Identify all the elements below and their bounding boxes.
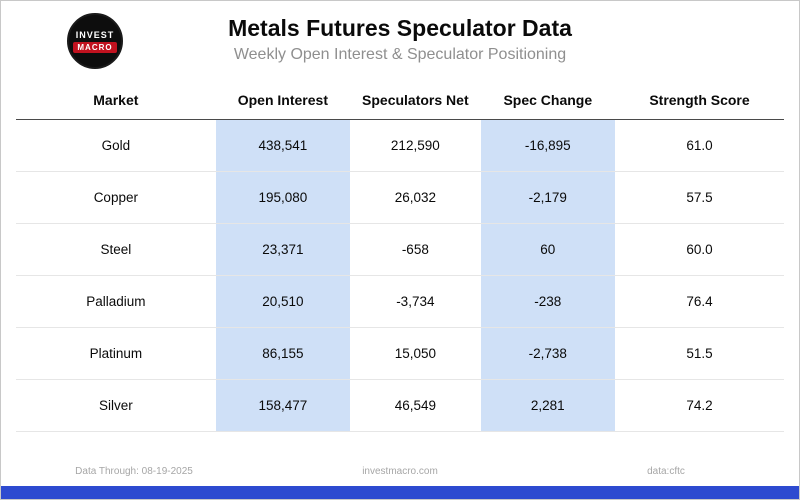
strength-score-cell: 61.0: [615, 119, 784, 172]
spec-change-cell: 2,281: [480, 379, 615, 432]
data-source-label: data:cftc: [647, 466, 685, 477]
table-row: Platinum 86,155 15,050 -2,738 51.5: [16, 327, 784, 380]
site-label: investmacro.com: [362, 466, 438, 477]
strength-score-cell: 57.5: [615, 171, 784, 224]
data-through-label: Data Through: 08-19-2025: [75, 466, 193, 477]
open-interest-cell: 20,510: [215, 275, 351, 328]
open-interest-cell: 195,080: [215, 171, 351, 224]
table-row: Steel 23,371 -658 60 60.0: [16, 223, 784, 276]
speculators-net-cell: -658: [350, 223, 481, 276]
market-cell: Silver: [16, 379, 216, 432]
speculators-net-cell: -3,734: [350, 275, 481, 328]
open-interest-cell: 86,155: [215, 327, 351, 380]
accent-bottom-bar: [1, 486, 799, 499]
spec-change-cell: -16,895: [480, 119, 615, 172]
metals-futures-table: Market Open Interest Speculators Net Spe…: [16, 82, 784, 432]
strength-score-cell: 74.2: [615, 379, 784, 432]
speculators-net-cell: 26,032: [350, 171, 481, 224]
table-row: Gold 438,541 212,590 -16,895 61.0: [16, 119, 784, 172]
table-row: Palladium 20,510 -3,734 -238 76.4: [16, 275, 784, 328]
logo-invest-text: INVEST: [75, 29, 115, 40]
speculators-net-cell: 46,549: [350, 379, 481, 432]
speculators-net-cell: 212,590: [350, 119, 481, 172]
open-interest-cell: 438,541: [215, 119, 351, 172]
logo-macro-text: MACRO: [73, 41, 117, 53]
market-cell: Copper: [16, 171, 216, 224]
market-cell: Gold: [16, 119, 216, 172]
market-cell: Palladium: [16, 275, 216, 328]
col-header-open-interest: Open Interest: [215, 82, 351, 120]
speculators-net-cell: 15,050: [350, 327, 481, 380]
col-header-speculators-net: Speculators Net: [350, 82, 481, 120]
table-row: Copper 195,080 26,032 -2,179 57.5: [16, 171, 784, 224]
strength-score-cell: 76.4: [615, 275, 784, 328]
market-cell: Platinum: [16, 327, 216, 380]
open-interest-cell: 23,371: [215, 223, 351, 276]
open-interest-cell: 158,477: [215, 379, 351, 432]
table-row: Silver 158,477 46,549 2,281 74.2: [16, 379, 784, 432]
investmacro-logo: INVEST MACRO: [67, 13, 123, 69]
strength-score-cell: 60.0: [615, 223, 784, 276]
spec-change-cell: -2,738: [480, 327, 615, 380]
page-subtitle: Weekly Open Interest & Speculator Positi…: [233, 46, 567, 63]
page-title: Metals Futures Speculator Data: [228, 15, 572, 41]
col-header-market: Market: [16, 82, 216, 120]
market-cell: Steel: [16, 223, 216, 276]
report-header: INVEST MACRO Metals Futures Speculator D…: [1, 1, 799, 69]
col-header-strength-score: Strength Score: [615, 82, 784, 120]
table-header-row: Market Open Interest Speculators Net Spe…: [16, 82, 784, 120]
spec-change-cell: -238: [480, 275, 615, 328]
col-header-spec-change: Spec Change: [480, 82, 615, 120]
spec-change-cell: -2,179: [480, 171, 615, 224]
report-footer: Data Through: 08-19-2025 investmacro.com…: [1, 466, 799, 477]
strength-score-cell: 51.5: [615, 327, 784, 380]
spec-change-cell: 60: [480, 223, 615, 276]
